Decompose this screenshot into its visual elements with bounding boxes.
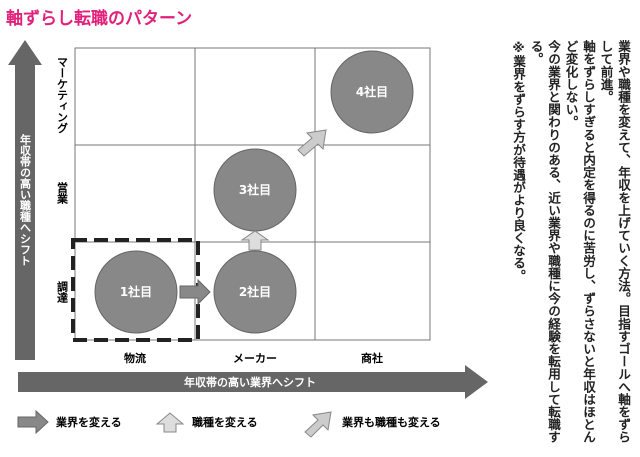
title: 軸ずらし転職のパターン [6, 8, 192, 29]
legend-label: 業界も職種も変える [341, 415, 441, 429]
node-label: 4社目 [356, 84, 388, 99]
node-label: 3社目 [239, 182, 271, 197]
legend-label: 業界を変える [55, 415, 122, 429]
legend-icon [155, 412, 185, 433]
x-axis-label: 年収帯の高い業界へシフト [184, 375, 316, 389]
x-arrow [18, 365, 488, 399]
column-label: 物流 [124, 351, 146, 365]
node-label: 2社目 [239, 284, 271, 299]
arrow-industry [179, 278, 211, 306]
note: 今の業界と関わりのある、近い業界や職種に今の経験を転用して転職する。 [528, 40, 562, 444]
arrow-both [297, 129, 327, 157]
note: ※業界をずらす方が待遇がより良くなる。 [511, 40, 526, 282]
column-label: 商社 [361, 351, 383, 365]
node-label: 1社目 [120, 284, 152, 299]
row-label: 調達 [56, 280, 69, 304]
legend-icon [17, 409, 49, 435]
column-label: メーカー [233, 352, 277, 365]
row-label: マーケティング [56, 57, 69, 134]
arrow-role [240, 230, 270, 251]
notes: 業界や職種を変えて、年収を上げていく方法。目指すゴールへ軸をずらして前進。 軸を… [500, 40, 632, 450]
legend-label: 職種を変える [192, 415, 258, 429]
legend-icon [304, 411, 332, 438]
note: 業界や職種を変えて、年収を上げていく方法。目指すゴールへ軸をずらして前進。 [598, 40, 632, 444]
y-axis-label: 年収帯の高い職種へシフト [19, 133, 32, 266]
row-label: 営業 [56, 181, 70, 205]
nodes [94, 50, 414, 334]
y-arrow [8, 40, 42, 360]
note: 軸をずらしすぎると内定を得るのに苦労し、ずらさないと年収はほとんど変化しない。 [563, 40, 597, 444]
